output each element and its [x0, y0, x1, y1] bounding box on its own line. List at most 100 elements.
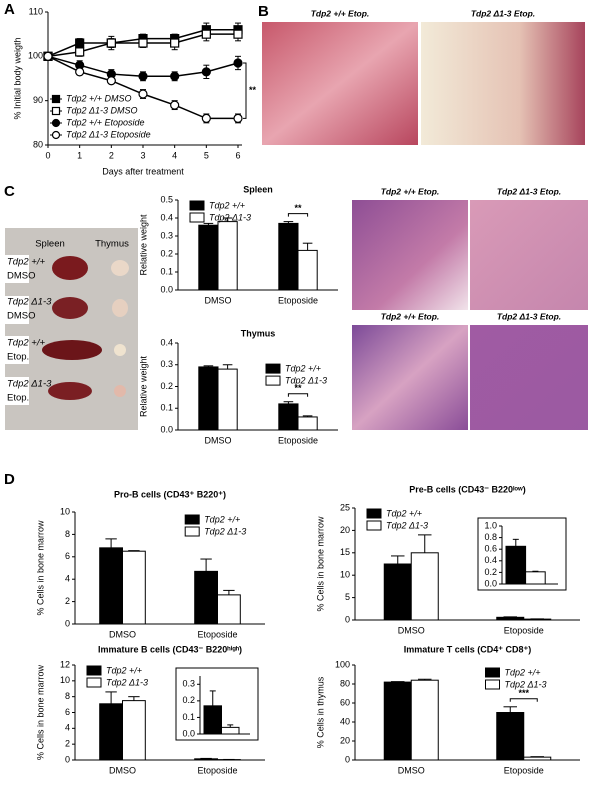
histology-image	[470, 325, 588, 430]
x-tick-label: Etoposide	[504, 625, 544, 635]
bar	[496, 616, 525, 621]
y-tick-label: 0.0	[182, 728, 195, 738]
histology-image	[262, 22, 418, 145]
row-label: Tdp2 +/+	[7, 257, 45, 268]
data-point	[138, 71, 148, 81]
y-tick-label: 8	[65, 691, 70, 701]
legend-label: Tdp2 +/+ Etoposide	[66, 117, 145, 127]
x-tick-label: Etoposide	[197, 629, 237, 639]
x-tick-label: 3	[140, 150, 145, 160]
y-tick-label: 0.2	[160, 381, 173, 391]
data-point	[170, 100, 180, 110]
legend-label: Tdp2 +/+	[209, 200, 245, 210]
histology-image	[352, 325, 468, 430]
data-point	[201, 113, 211, 124]
label-bg	[5, 296, 29, 324]
image-label: Tdp2 Δ1-3 Etop.	[471, 8, 535, 18]
bar	[410, 679, 439, 761]
legend-swatch	[366, 520, 382, 531]
row-label: DMSO	[7, 271, 36, 282]
inset-bar	[525, 571, 546, 585]
data-point	[170, 71, 180, 81]
legend-label: Tdp2 Δ1-3	[106, 677, 148, 687]
legend-label: Tdp2 Δ1-3	[386, 520, 428, 530]
y-tick-label: 4	[65, 723, 70, 733]
y-axis-label: % Initial body weigth	[12, 37, 22, 119]
bar	[217, 594, 241, 625]
y-tick-label: 0.4	[160, 337, 173, 347]
data-point	[233, 58, 243, 68]
legend-label: Tdp2 Δ1-3 DMSO	[66, 105, 138, 115]
bar	[297, 249, 318, 291]
histology-image	[421, 22, 585, 145]
image-label: Tdp2 +/+ Etop.	[311, 8, 370, 18]
data-point	[75, 38, 85, 48]
x-tick-label: Etoposide	[197, 765, 237, 775]
spleen	[52, 297, 88, 319]
legend-label: Tdp2 +/+	[106, 665, 142, 675]
y-tick-label: 0.1	[160, 403, 173, 413]
row-label: DMSO	[7, 311, 36, 322]
organ-row-labels: Tdp2 +/+ DMSO Tdp2 Δ1-3 DMSO Tdp2 +/+ Et…	[5, 255, 52, 405]
label-bg	[5, 255, 29, 283]
bar	[278, 403, 299, 431]
panel-label: A	[4, 1, 15, 18]
data-point	[75, 67, 85, 77]
significance-bracket	[287, 213, 309, 217]
y-tick-label: 0.3	[182, 679, 195, 689]
inset-bar	[203, 705, 222, 735]
y-tick-label: 60	[340, 697, 350, 707]
data-point	[138, 89, 148, 99]
data-point	[106, 76, 116, 86]
y-tick-label: 0.3	[160, 359, 173, 369]
legend-label: Tdp2 +/+	[204, 514, 240, 524]
annotation: **	[294, 383, 302, 393]
label-bg	[5, 377, 29, 405]
y-tick-label: 0	[345, 754, 350, 764]
annotation: **	[249, 85, 257, 95]
chart-title: Thymus	[241, 328, 276, 338]
legend-swatch	[485, 667, 500, 678]
y-tick-label: 10	[60, 675, 70, 685]
column-label: Spleen	[35, 239, 65, 250]
chart-title: Pre-B cells (CD43⁻ B220ˡᵒʷ)	[409, 484, 525, 494]
x-tick-label: DMSO	[205, 435, 232, 445]
panel-label: B	[258, 3, 269, 20]
thymus	[111, 260, 129, 276]
y-axis-label: Relative weight	[138, 214, 148, 276]
inset-bar	[221, 726, 240, 735]
legend-swatch	[184, 526, 200, 537]
spleen	[48, 382, 92, 400]
bar	[198, 224, 219, 291]
legend-marker	[51, 130, 61, 140]
legend-label: Tdp2 Δ1-3	[209, 212, 251, 222]
x-tick-label: 4	[172, 150, 177, 160]
y-axis-label: % Cells in thymus	[315, 676, 325, 748]
x-tick-label: DMSO	[205, 295, 232, 305]
bar	[194, 758, 218, 761]
y-tick-label: 12	[60, 659, 70, 669]
row-label: Etop.	[7, 352, 29, 363]
x-tick-label: Etoposide	[278, 295, 318, 305]
chart-title: Spleen	[243, 184, 273, 194]
x-tick-label: Etoposide	[278, 435, 318, 445]
thymus	[114, 385, 126, 397]
image-label: Tdp2 +/+ Etop.	[381, 311, 440, 321]
bar	[122, 550, 146, 625]
legend-swatch	[184, 514, 200, 525]
y-tick-label: 100	[28, 51, 43, 61]
label-bg	[5, 336, 29, 364]
inset-bar	[505, 545, 527, 585]
bar	[217, 368, 238, 431]
data-point	[170, 38, 180, 48]
spleen	[42, 340, 102, 360]
y-tick-label: 40	[340, 716, 350, 726]
row-label: Tdp2 Δ1-3	[7, 297, 52, 308]
y-tick-label: 25	[340, 502, 350, 512]
y-axis-label: % Cells in bone marrow	[35, 520, 45, 616]
y-tick-label: 80	[340, 678, 350, 688]
x-tick-label: 5	[204, 150, 209, 160]
image-label: Tdp2 Δ1-3 Etop.	[497, 186, 561, 196]
y-tick-label: 0.0	[160, 284, 173, 294]
x-tick-label: 1	[77, 150, 82, 160]
